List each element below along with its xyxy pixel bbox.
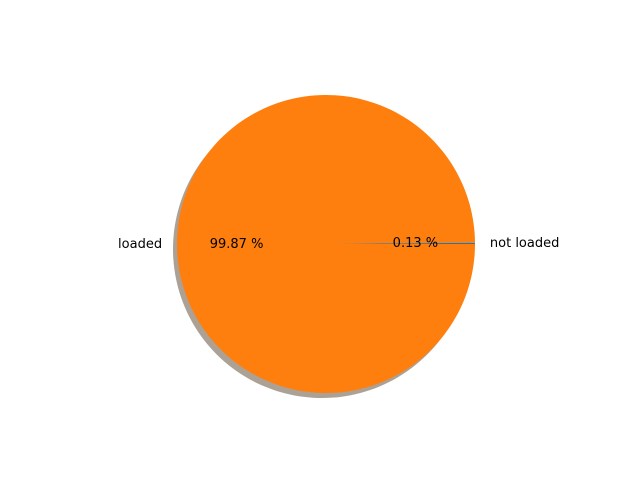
pie-percent-not-loaded: 0.13 %	[393, 236, 438, 251]
pie-label-loaded: loaded	[118, 237, 162, 252]
pie-slice-loaded	[176, 95, 475, 394]
pie-slices	[176, 95, 475, 394]
pie-slice-not-loaded	[326, 242, 475, 244]
pie-labels: not loaded 0.13 % loaded 99.87 %	[118, 236, 559, 252]
pie-percent-loaded: 99.87 %	[210, 237, 264, 252]
pie-label-not-loaded: not loaded	[490, 236, 559, 251]
